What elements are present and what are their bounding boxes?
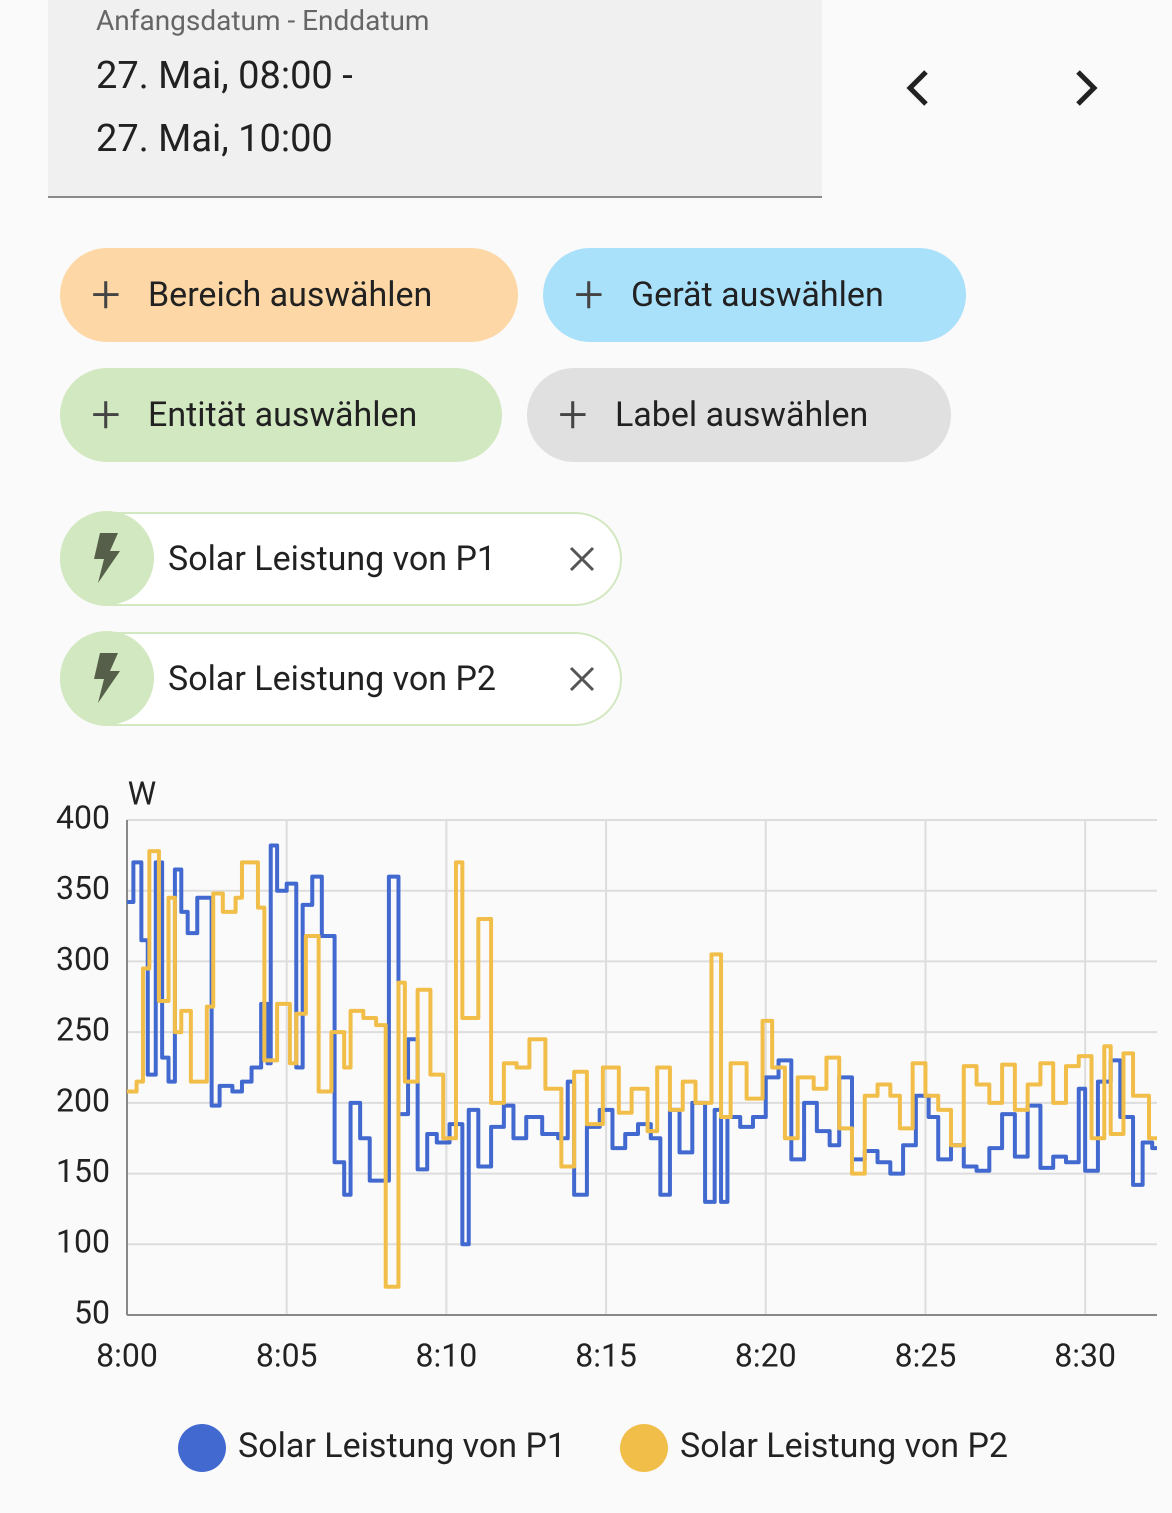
entity-name: Solar Leistung von P2 [168,659,496,699]
entity-chip[interactable]: + Entität auswählen [60,368,502,462]
chart: W 50 100 150 200 250 300 350 400 8:00 8:05 8:10 8:1… [56,774,1157,1472]
x-tick-label: 8:10 [416,1336,478,1374]
device-chip[interactable]: + Gerät auswählen [543,248,966,342]
area-chip[interactable]: + Bereich auswählen [60,248,518,342]
end-date: 27. Mai, 10:00 [96,117,333,161]
y-tick-label: 300 [56,940,110,978]
prev-button[interactable] [900,68,940,108]
y-tick-label: 350 [56,869,110,907]
y-tick-label: 150 [56,1152,110,1190]
y-tick-label: 100 [56,1223,110,1261]
entity-icon [60,631,154,725]
x-tick-label: 8:20 [735,1336,797,1374]
y-tick-label: 200 [56,1081,110,1119]
start-date: 27. Mai, 08:00 - [96,54,353,98]
entity-name: Solar Leistung von P1 [168,539,496,579]
next-button[interactable] [1068,68,1108,108]
series-line [127,843,1157,1247]
entity-icon [60,511,154,605]
field-label: Anfangsdatum - Enddatum [96,4,430,37]
legend-swatch [620,1424,668,1472]
x-tick-label: 8:05 [256,1336,318,1374]
legend-label: Solar Leistung von P2 [680,1426,1008,1466]
x-tick-label: 8:25 [895,1336,957,1374]
legend-swatch [178,1424,226,1472]
date-field[interactable]: Anfangsdatum - Enddatum 27. Mai, 08:00 -… [48,0,822,198]
remove-button[interactable] [568,665,596,693]
x-tick-label: 8:00 [96,1336,158,1374]
series-line [127,849,1157,1289]
chip-label: Entität auswählen [148,395,418,435]
chip-label: Label auswählen [615,395,869,435]
chip-label: Bereich auswählen [148,275,433,315]
selected-entity: Solar Leistung von P2 [60,631,622,726]
y-tick-label: 50 [74,1293,110,1331]
selected-entity: Solar Leistung von P1 [60,511,622,606]
x-tick-label: 8:15 [575,1336,637,1374]
legend-label: Solar Leistung von P1 [238,1426,566,1466]
chip-label: Gerät auswählen [631,275,884,315]
x-tick-label: 8:30 [1054,1336,1116,1374]
y-axis-unit: W [128,774,156,812]
y-tick-label: 250 [56,1011,110,1049]
remove-button[interactable] [568,545,596,573]
y-tick-label: 400 [56,798,110,836]
label-chip[interactable]: + Label auswählen [527,368,951,462]
